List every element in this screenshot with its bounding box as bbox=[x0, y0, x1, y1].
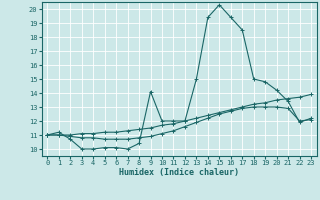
X-axis label: Humidex (Indice chaleur): Humidex (Indice chaleur) bbox=[119, 168, 239, 177]
